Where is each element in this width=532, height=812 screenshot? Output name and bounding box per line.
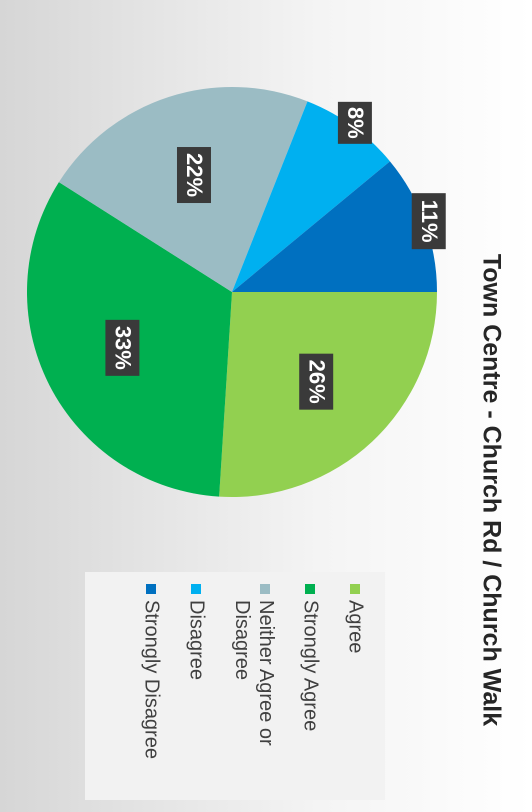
- legend-label: Neither Agree orDisagree: [231, 600, 277, 746]
- value-label-box: [411, 193, 446, 250]
- pie-slice: [232, 101, 390, 292]
- rotated-chart: Town Centre - Church Rd / Church Walk 26…: [27, 87, 505, 800]
- value-label-box: [105, 319, 140, 376]
- legend-swatch: [146, 584, 156, 594]
- pie-slice: [232, 161, 437, 292]
- legend-label: Agree: [345, 600, 367, 653]
- legend-swatch: [350, 584, 360, 594]
- legend-swatch: [260, 584, 270, 594]
- value-label: 8%: [343, 107, 368, 139]
- legend-swatch: [191, 584, 201, 594]
- legend-box: [85, 572, 385, 800]
- value-label: 26%: [304, 360, 329, 404]
- legend-label: Disagree: [186, 600, 208, 680]
- value-label-box: [299, 353, 334, 410]
- value-label: 11%: [417, 200, 442, 243]
- legend-label: Strongly Agree: [300, 600, 322, 731]
- value-label: 33%: [111, 326, 136, 370]
- chart-title: Town Centre - Church Rd / Church Walk: [477, 254, 505, 726]
- legend-swatch: [305, 584, 315, 594]
- legend-label: Strongly Disagree: [141, 600, 163, 759]
- value-label-box: [176, 147, 211, 204]
- value-label: 22%: [182, 153, 207, 197]
- value-label-box: [337, 101, 372, 144]
